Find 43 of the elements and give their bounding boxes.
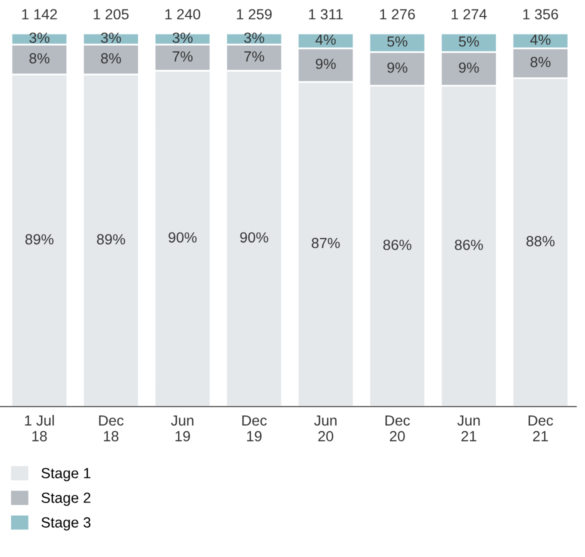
data-label: 87%: [312, 238, 340, 248]
x-tick-label: Dec 19: [242, 415, 267, 442]
data-label: 9%: [459, 62, 479, 73]
data-label: 8%: [29, 53, 50, 64]
legend-label: Stage 3: [41, 517, 90, 530]
x-tick-label: Jun 20: [314, 415, 337, 442]
x-tick-label: Dec 21: [528, 415, 554, 442]
data-label: 90%: [168, 232, 197, 243]
data-label: 7%: [244, 51, 264, 62]
data-label: 88%: [526, 236, 555, 246]
x-tick-label: 1 Jul 18: [25, 414, 54, 442]
data-label: 4%: [315, 34, 336, 45]
data-label: 3%: [172, 32, 193, 43]
data-label: 5%: [458, 36, 479, 47]
x-tick-label: Jun 19: [171, 415, 194, 442]
text: 1 274: [452, 9, 487, 20]
data-label: 89%: [96, 234, 126, 244]
data-label: 3%: [100, 32, 121, 43]
data-label: 5%: [387, 36, 408, 47]
text: 1 142: [22, 9, 57, 20]
legend-label: Stage 1: [41, 468, 90, 482]
data-label: 3%: [244, 32, 264, 43]
data-label: 9%: [387, 62, 408, 73]
text: 1 240: [165, 9, 200, 20]
x-tick-label: Jun 21: [457, 415, 480, 442]
x-tick-label: Dec 18: [99, 415, 124, 442]
text: 1 205: [94, 9, 129, 20]
text: 1 311: [309, 9, 343, 20]
data-label: 86%: [383, 240, 412, 250]
data-label: 8%: [101, 53, 121, 64]
data-label: 89%: [25, 234, 54, 244]
text: 1 276: [380, 9, 415, 20]
x-tick-label: Dec 20: [386, 415, 410, 442]
data-label: 7%: [172, 51, 193, 62]
data-label: 90%: [240, 232, 268, 243]
text: 1 259: [236, 9, 272, 20]
data-label: 8%: [530, 56, 550, 68]
data-label: 4%: [530, 34, 550, 45]
legend-label: Stage 2: [41, 492, 90, 506]
data-label: 86%: [454, 240, 483, 250]
text: 1 356: [523, 9, 558, 20]
data-label: 3%: [29, 32, 50, 43]
data-label: 9%: [316, 58, 336, 70]
